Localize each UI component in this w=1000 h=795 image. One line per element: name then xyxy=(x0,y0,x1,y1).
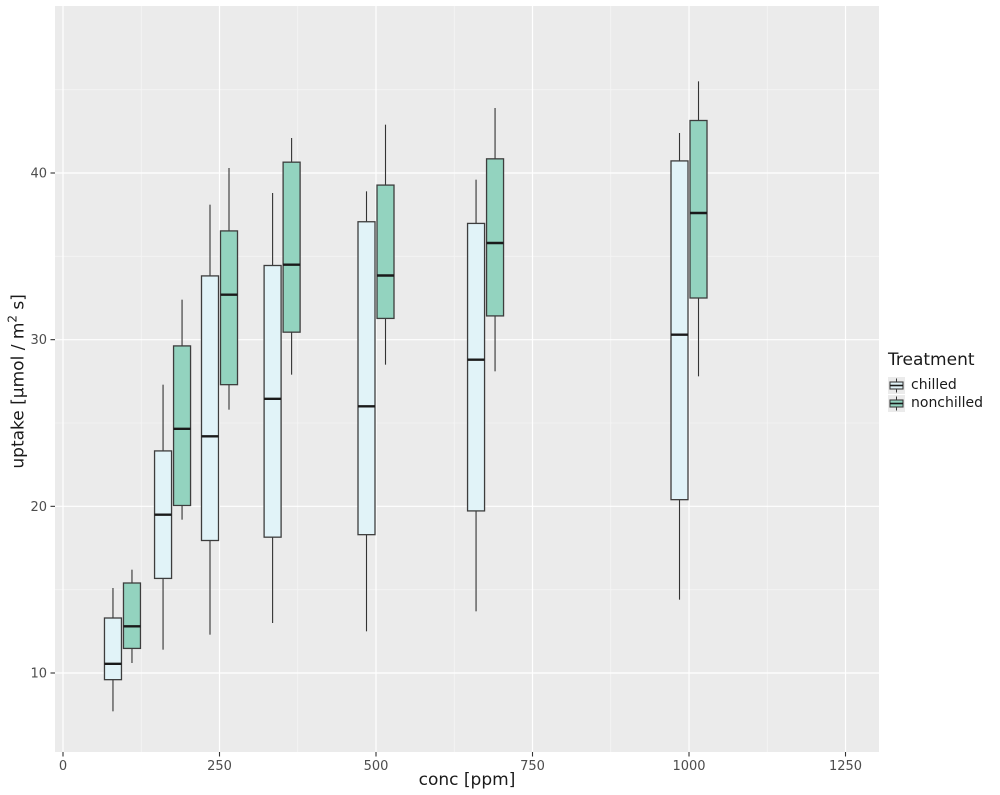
y-axis-title: uptake [µmol / m2 s] xyxy=(6,191,29,571)
boxplot-nonchilled-1000-box xyxy=(689,119,708,299)
boxplot-chilled-95-box xyxy=(103,617,123,681)
y-axis-title-post: s] xyxy=(8,294,29,315)
legend-title: Treatment xyxy=(888,350,975,370)
y-axis-title-sup: 2 xyxy=(5,314,20,323)
x-tick-label: 500 xyxy=(364,759,389,774)
boxplot-nonchilled-675-box xyxy=(485,158,505,317)
boxplot-key-icon xyxy=(888,394,905,412)
boxplot-chilled-1000-box xyxy=(670,160,689,501)
x-axis-title: conc [ppm] xyxy=(418,770,516,790)
y-tick-label: 10 xyxy=(30,667,47,682)
boxplot-nonchilled-500-box xyxy=(376,184,395,320)
boxplot-nonchilled-250-box xyxy=(219,230,239,386)
y-axis-title-pre: uptake [µmol / m xyxy=(8,322,29,469)
x-tick-label: 1250 xyxy=(829,759,862,774)
x-tick-label: 0 xyxy=(59,759,67,774)
legend-label-nonchilled: nonchilled xyxy=(911,395,984,411)
y-tick-label: 30 xyxy=(30,333,47,348)
boxplot-chilled-675-box xyxy=(466,222,486,512)
x-tick-label: 750 xyxy=(520,759,545,774)
boxplot-nonchilled-350-box xyxy=(282,161,301,333)
x-tick-label: 1000 xyxy=(672,759,705,774)
legend-item-chilled: chilled xyxy=(888,376,983,394)
legend-item-nonchilled: nonchilled xyxy=(888,394,983,412)
x-tick-label: 250 xyxy=(207,759,232,774)
boxplot-nonchilled-95-box xyxy=(122,582,142,650)
y-tick-label: 40 xyxy=(30,167,47,182)
boxplot-chilled-500-box xyxy=(357,221,376,536)
legend: Treatment chilled nonchilled xyxy=(888,350,983,412)
y-tick-label: 20 xyxy=(30,500,47,515)
boxplot-chilled-250-box xyxy=(200,275,220,542)
boxplot-nonchilled-175-box xyxy=(172,345,192,507)
legend-label-chilled: chilled xyxy=(911,377,957,393)
boxplot-key-icon xyxy=(888,376,905,394)
boxplot-chilled-350-box xyxy=(263,264,282,538)
